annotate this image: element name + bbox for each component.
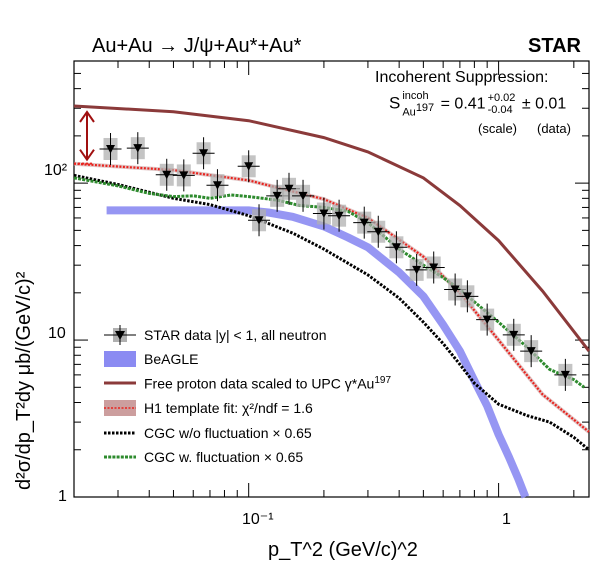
star-data-point <box>367 215 390 248</box>
star-data-point <box>172 159 195 192</box>
legend-beagle: BeAGLE <box>144 351 199 367</box>
cgc-w-line <box>73 176 586 389</box>
star-marker <box>272 191 282 201</box>
star-data-point <box>278 172 301 205</box>
x-axis-label: p_T^2 (GeV/c)^2 <box>268 539 418 561</box>
star-data-point <box>554 358 577 391</box>
legend-free-proton-sup: 197 <box>374 375 392 386</box>
chart-title: Au+Au → J/ψ+Au*+Au* <box>92 35 302 57</box>
annotation-sub: Au <box>402 106 416 119</box>
annotation-scale-label: (scale) <box>478 121 518 136</box>
star-marker <box>298 191 308 201</box>
experiment-label: STAR <box>528 35 581 57</box>
annotation-stat: ± 0.01 <box>521 95 567 113</box>
star-marker <box>334 211 344 221</box>
star-marker <box>199 149 209 158</box>
annotation-heading: Incoherent Suppression: <box>375 69 549 86</box>
legend-cgc-wo: CGC w/o fluctuation × 0.65 <box>144 425 312 441</box>
h1-fit-band <box>73 161 591 434</box>
y-tick-label-10: 10 <box>48 325 66 342</box>
star-marker <box>179 171 189 180</box>
star-data-point <box>502 318 525 351</box>
star-marker <box>412 265 422 275</box>
star-data-point <box>385 231 408 264</box>
star-marker <box>429 263 439 272</box>
star-data-point <box>192 137 215 170</box>
annotation-sub-sup: 197 <box>415 102 435 114</box>
star-data-point <box>520 335 543 368</box>
y-tick-label-100: 10² <box>44 162 68 179</box>
star-marker <box>391 243 401 252</box>
star-data-point <box>248 204 271 237</box>
legend-markers <box>104 325 136 459</box>
beagle-band-path <box>106 206 530 499</box>
theory-lines <box>73 104 591 451</box>
annotation-sup: incoh <box>402 90 429 102</box>
legend-h1: H1 template fit: χ²/ndf = 1.6 <box>144 400 313 416</box>
annotation-value: = 0.41 <box>440 95 486 113</box>
star-data-point <box>99 132 122 165</box>
legend-free-proton: Free proton data scaled to UPC γ*Au197 <box>144 376 391 391</box>
star-marker <box>560 370 570 380</box>
legend-beagle-swatch <box>104 351 136 367</box>
star-marker <box>162 170 172 180</box>
axis-ticks <box>73 60 589 498</box>
star-data-point <box>237 150 260 183</box>
star-data-point <box>456 280 479 313</box>
star-data-point <box>126 132 149 165</box>
star-data-point <box>476 303 499 336</box>
star-data-point <box>292 179 315 212</box>
star-marker <box>482 315 492 325</box>
beagle-band <box>106 206 530 499</box>
annotation-data-label: (data) <box>537 121 571 136</box>
annotation-symbol: S <box>389 93 401 113</box>
star-marker <box>212 181 222 190</box>
star-data-point <box>422 251 445 284</box>
x-tick-label-0p1: 10⁻¹ <box>242 511 274 528</box>
free-proton-line <box>73 104 591 353</box>
annotation-minus: -0.04 <box>487 104 513 117</box>
star-marker <box>133 144 143 153</box>
legend-free-proton-text: Free proton data scaled to UPC γ*Au <box>144 375 375 392</box>
arrow-head-top <box>79 110 95 123</box>
star-marker <box>254 216 264 225</box>
star-marker <box>106 144 116 154</box>
star-marker <box>450 285 460 294</box>
star-marker <box>526 347 536 356</box>
x-tick-label-1: 1 <box>502 511 511 528</box>
star-marker <box>359 218 369 228</box>
star-data-point <box>155 158 178 191</box>
star-data-points <box>99 132 577 391</box>
y-axis-label: d²σ/dp_T²dy μb/(GeV/c)² <box>13 271 35 490</box>
legend-star: STAR data |y| < 1, all neutron <box>144 327 327 343</box>
suppression-arrow <box>74 110 95 165</box>
legend-cgc-w: CGC w. fluctuation × 0.65 <box>144 449 304 465</box>
star-marker <box>319 209 329 219</box>
arrow-head-bottom <box>79 149 95 162</box>
star-data-point <box>405 253 428 286</box>
star-data-point <box>206 169 229 202</box>
annotation-plus: +0.02 <box>487 92 516 105</box>
star-marker <box>373 227 383 237</box>
star-data-point <box>312 197 335 230</box>
star-data-point <box>444 273 467 306</box>
star-data-point <box>328 199 351 232</box>
star-marker <box>509 330 519 340</box>
legend-star-marker <box>115 331 125 340</box>
star-marker <box>462 292 472 301</box>
star-marker <box>244 162 254 171</box>
y-tick-label-1: 1 <box>58 488 67 505</box>
cgc-wo-line <box>73 173 590 451</box>
plot-frame <box>73 60 590 498</box>
star-marker <box>284 184 294 194</box>
